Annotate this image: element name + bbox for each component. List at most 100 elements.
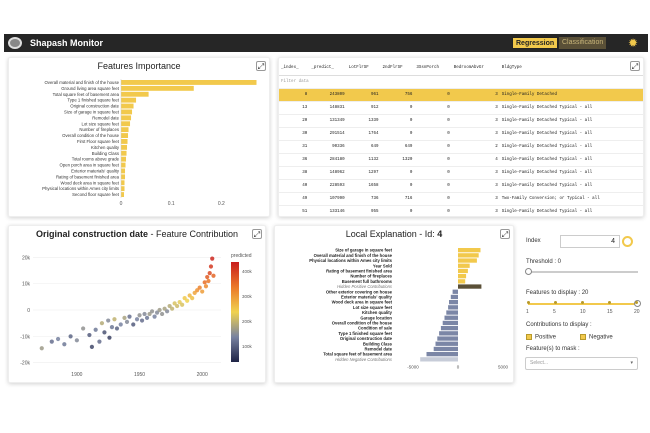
scatter-point	[49, 339, 54, 344]
colorbar	[231, 262, 239, 362]
negative-checkbox[interactable]: Negative	[580, 334, 613, 341]
contribution-feature-label: Physical locations within Ames city limi…	[309, 258, 392, 263]
scatter-point	[137, 313, 142, 318]
column-header[interactable]: 3SsnPorch	[414, 62, 452, 76]
scatter-point	[74, 338, 79, 343]
table-cell: 31	[279, 140, 310, 154]
contribution-bar	[446, 310, 458, 315]
table-row[interactable]: 49 107990 736 716 0 3 Two-Family Conversion; o…	[279, 192, 643, 206]
negative-checkbox-box[interactable]	[580, 334, 586, 340]
importance-bar	[121, 168, 126, 174]
importance-feature-label: Lot size square feet	[81, 121, 119, 126]
index-label: Index	[526, 238, 541, 244]
expand-icon[interactable]: ⤢	[630, 61, 640, 71]
table-cell: 649	[346, 140, 381, 154]
table-cell: 0	[414, 127, 452, 141]
expand-icon[interactable]: ⤢	[256, 61, 266, 71]
scatter-point	[114, 326, 120, 331]
app-title: Shapash Monitor	[30, 38, 104, 48]
scatter-point	[192, 290, 197, 295]
importance-bar	[121, 97, 137, 103]
table-row[interactable]: 51 133146 955 0 0 3 Single-Family Detached Typ…	[279, 205, 643, 216]
mask-select[interactable]: Select... ▾	[525, 357, 638, 370]
table-row[interactable]: 36 284180 1132 1320 0 4 Single-Family Detached…	[279, 153, 643, 167]
table-cell: 3	[451, 127, 500, 141]
table-cell: 3	[451, 192, 500, 206]
scatter-point	[127, 314, 132, 319]
table-row[interactable]: 8 243809 961 756 0 3 Single-Family Detached	[279, 88, 643, 102]
importance-feature-label: Ground living area square feet	[61, 86, 120, 91]
features-slider-track[interactable]	[528, 303, 638, 305]
column-header[interactable]: _index_	[279, 62, 310, 76]
column-header[interactable]: 2ndFlrSF	[380, 62, 415, 76]
contribution-feature-label: Remodel date	[365, 347, 393, 352]
table-cell: 228593	[309, 179, 347, 193]
table-row[interactable]: 38 148962 1297 0 0 3 Single-Family Detached Ty…	[279, 166, 643, 180]
scatter-point	[185, 298, 190, 303]
expand-icon[interactable]: ⤢	[500, 229, 510, 239]
table-cell: 3	[451, 114, 500, 128]
table-cell: 148962	[309, 166, 347, 180]
importance-feature-label: Physical locations within Ames city limi…	[42, 186, 119, 191]
table-cell: Single-Family Detached Typical - all	[499, 114, 643, 128]
positive-checkbox[interactable]: Positive	[526, 334, 556, 341]
scatter-point	[197, 285, 202, 290]
table-cell: 0	[414, 101, 452, 115]
contribution-bar	[435, 341, 458, 346]
column-header[interactable]: BedroomAbvGr	[451, 62, 500, 76]
top-bar: Shapash Monitor Regression Classificatio…	[4, 34, 648, 52]
table-row[interactable]: 20 131349 1339 0 0 3 Single-Family Detached Ty…	[279, 114, 643, 128]
importance-feature-label: Total rooms above grade	[72, 157, 120, 162]
table-cell: 3	[451, 88, 500, 102]
contribution-feature-label: Year Sold	[373, 263, 393, 268]
table-cell: 912	[346, 101, 381, 115]
filter-data-input[interactable]: Filter data	[279, 75, 643, 89]
contribution-bar	[449, 300, 458, 305]
column-header[interactable]: LotFlrSF	[346, 62, 381, 76]
importance-feature-label: Overall material and finish of the house	[44, 80, 119, 85]
importance-feature-label: Remodel date	[92, 115, 119, 120]
importance-bar	[121, 91, 149, 97]
scatter-point	[175, 303, 180, 309]
table-row[interactable]: 13 148831 912 0 0 3 Single-Family Detached Typ…	[279, 101, 643, 115]
index-submit-icon[interactable]	[622, 236, 633, 247]
importance-feature-label: Type 1 finished square feet	[67, 98, 119, 103]
y-tick-label: 20k	[22, 255, 31, 261]
threshold-slider-track[interactable]	[528, 271, 638, 273]
contribution-bar	[437, 336, 458, 341]
scatter-point	[68, 334, 73, 339]
table-cell: 3	[451, 166, 500, 180]
scatter-point	[89, 344, 95, 350]
table-cell: 1658	[346, 179, 381, 193]
classification-button[interactable]: Classification	[559, 37, 607, 49]
scatter-point	[62, 342, 67, 347]
contribution-feature-label: Hidden Positive Contributions	[337, 284, 393, 289]
positive-checkbox-box[interactable]	[526, 334, 532, 340]
local-explanation-title-text: Local Explanation - Id:	[345, 229, 438, 239]
importance-bar	[121, 186, 125, 192]
scatter-point	[208, 264, 214, 269]
table-row[interactable]: 40 228593 1658 0 0 3 Single-Family Detached Ty…	[279, 179, 643, 193]
table-row[interactable]: 31 90336 649 649 0 2 Single-Family Detached Ty…	[279, 140, 643, 154]
table-cell: 955	[346, 205, 381, 216]
table-cell: 107990	[309, 192, 347, 206]
scatter-point	[93, 327, 98, 332]
column-header[interactable]: BldgType	[499, 62, 643, 76]
table-cell: 0	[414, 114, 452, 128]
threshold-slider-handle[interactable]	[525, 268, 532, 275]
table-cell: 716	[380, 192, 415, 206]
contribution-feature-label: Wood deck area in square feet	[332, 300, 393, 305]
scatter-point	[182, 296, 187, 301]
settings-gear-icon[interactable]: ✹	[628, 36, 639, 50]
features-importance-title: Features Importance	[97, 61, 181, 71]
importance-bar	[121, 180, 125, 186]
table-row[interactable]: 30 291514 1764 0 0 3 Single-Family Detached Ty…	[279, 127, 643, 141]
mask-label: Feature(s) to mask :	[526, 346, 580, 352]
index-input[interactable]: 4	[560, 235, 620, 248]
column-header[interactable]: _predict_	[309, 62, 347, 76]
scatter-point	[131, 322, 136, 327]
regression-button[interactable]: Regression	[512, 37, 559, 49]
contribution-feature-label: Overall material and finish of the house	[314, 253, 393, 258]
scatter-point	[167, 303, 172, 309]
expand-icon[interactable]: ⤢	[252, 229, 262, 239]
